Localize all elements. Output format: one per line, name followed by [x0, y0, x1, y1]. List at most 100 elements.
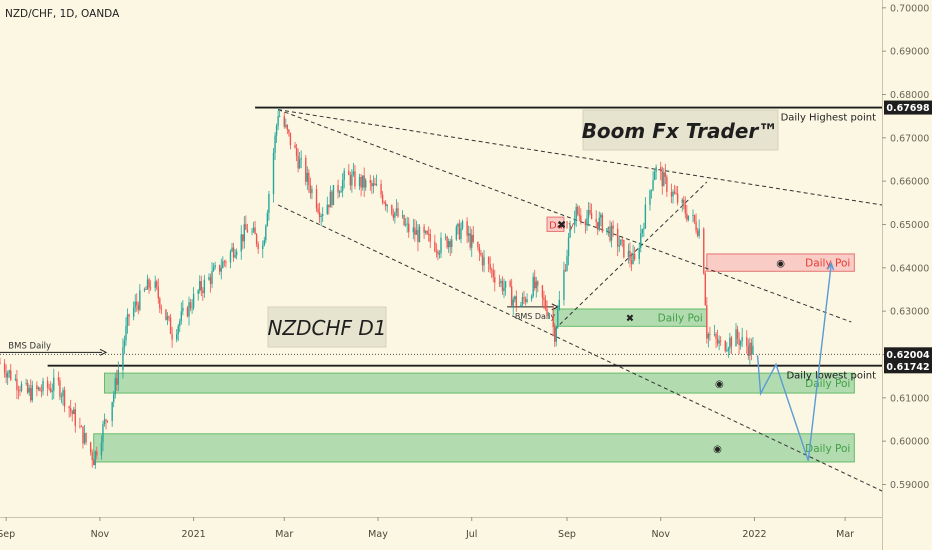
candle: [435, 243, 438, 258]
candle: [429, 228, 431, 249]
candle: [687, 215, 690, 222]
candle: [211, 262, 213, 289]
y-tick-label: 0.61000: [890, 393, 929, 404]
candle: [483, 250, 485, 273]
trendline[interactable]: [554, 181, 708, 330]
candle: [197, 289, 199, 301]
brand-annotation-box[interactable]: [582, 109, 779, 151]
candle: [349, 171, 352, 191]
candle: [371, 180, 373, 194]
candle: [587, 201, 590, 227]
candle: [73, 406, 75, 415]
candle: [265, 224, 267, 244]
projection-arrow-icon: [826, 261, 835, 271]
candle: [630, 252, 633, 271]
level-label: Daily Highest point: [781, 113, 877, 124]
y-axis[interactable]: 0.590000.600000.610000.620000.630000.640…: [882, 3, 932, 491]
candle: [40, 384, 43, 398]
candle: [530, 294, 533, 302]
candle: [681, 197, 683, 212]
demand-zone[interactable]: [93, 433, 855, 463]
candle: [663, 167, 665, 187]
candle: [100, 435, 103, 460]
candle: [524, 296, 527, 306]
supply-zone[interactable]: [706, 253, 855, 272]
candle: [179, 318, 181, 332]
candle: [461, 219, 464, 231]
candle: [369, 174, 372, 191]
candle: [57, 371, 60, 386]
candle: [446, 235, 448, 249]
drawings: Daily Highest point Daily lowest point BMS…: [0, 106, 883, 492]
candle: [208, 273, 210, 281]
y-tick-label: 0.68000: [890, 90, 929, 101]
candle: [512, 296, 514, 315]
x-tick-label: Mar: [275, 529, 293, 540]
candle: [352, 162, 355, 177]
candle: [257, 241, 259, 254]
candle: [103, 413, 106, 427]
candle: [444, 233, 447, 241]
candle: [466, 217, 468, 244]
candle: [289, 132, 292, 150]
candle: [341, 173, 344, 198]
candle: [225, 259, 227, 268]
candle: [26, 379, 29, 395]
candle: [148, 277, 150, 294]
candle: [105, 418, 107, 430]
candle: [414, 219, 416, 242]
candle: [709, 326, 711, 341]
candle: [214, 261, 216, 270]
candle: [503, 278, 505, 299]
candle: [564, 264, 567, 272]
supply-zone[interactable]: [546, 216, 565, 232]
x-axis[interactable]: Sep Nov 2021 Mar May Jul Sep Nov 2022 Mar: [0, 517, 854, 540]
candle: [578, 205, 580, 222]
projection-path[interactable]: [756, 263, 832, 461]
y-tick-label: 0.69000: [890, 47, 929, 58]
candle: [526, 293, 528, 304]
candle: [6, 370, 9, 386]
candle: [412, 218, 415, 240]
candle: [126, 308, 129, 334]
candle: [145, 286, 147, 290]
pair-annotation-box[interactable]: [267, 306, 387, 348]
candle: [633, 246, 636, 262]
candle: [567, 232, 570, 266]
candle: [340, 186, 342, 193]
bms-label: BMS Daily: [515, 312, 556, 321]
candle: [254, 220, 256, 235]
candle: [661, 166, 663, 195]
candle: [114, 373, 116, 399]
candle: [543, 290, 545, 309]
candle: [537, 280, 539, 293]
candle: [166, 312, 169, 326]
trendline[interactable]: [278, 109, 883, 206]
zone-marker-icon: ◉: [715, 379, 724, 390]
candle: [169, 313, 172, 335]
candle: [219, 264, 221, 275]
candle: [384, 200, 387, 211]
candle: [510, 278, 513, 307]
candle: [521, 292, 524, 307]
candle: [240, 225, 242, 260]
candle: [200, 275, 202, 297]
candle: [590, 203, 593, 220]
candle: [520, 301, 522, 308]
candle: [552, 305, 554, 337]
trendline[interactable]: [277, 204, 883, 492]
demand-zone[interactable]: [103, 372, 855, 394]
candle: [294, 142, 296, 149]
candle: [406, 216, 408, 233]
trendline[interactable]: [277, 109, 852, 323]
candle: [235, 248, 238, 260]
candle: [686, 205, 688, 223]
candle: [283, 112, 285, 129]
y-tick-label: 0.70000: [890, 3, 929, 14]
candle: [136, 293, 138, 312]
candle: [111, 401, 113, 427]
candle: [747, 338, 750, 360]
candle: [558, 290, 561, 311]
x-tick-label: May: [368, 529, 388, 540]
